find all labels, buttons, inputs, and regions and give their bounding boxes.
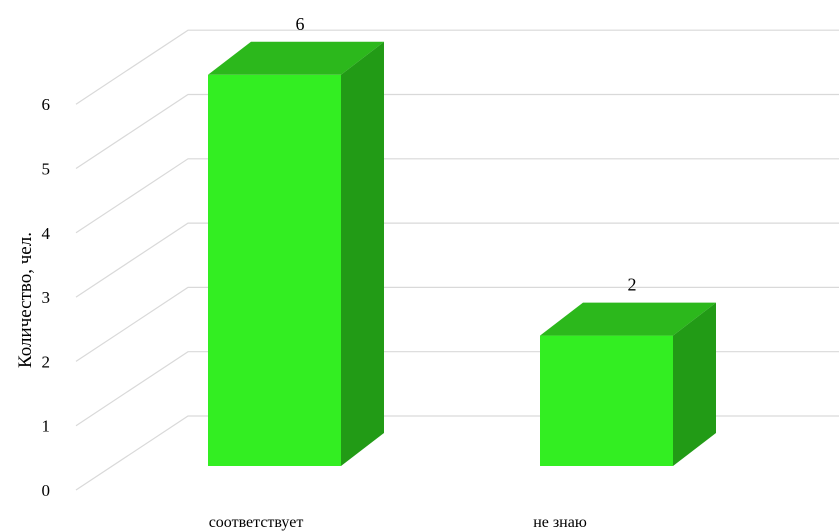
bars	[208, 41, 716, 467]
y-tick-label: 1	[42, 417, 51, 436]
gridline	[75, 286, 839, 362]
gridline	[75, 351, 839, 427]
bar-top	[208, 41, 384, 75]
x-category-label: не знаю	[533, 514, 587, 531]
gridline	[75, 415, 839, 491]
bar-2	[540, 302, 716, 466]
data-label: 2	[628, 275, 637, 295]
bar-front	[540, 335, 673, 466]
gridline	[75, 222, 839, 298]
gridline	[75, 93, 839, 170]
y-axis-title: Количество, чел.	[15, 232, 36, 368]
y-tick-label: 3	[42, 288, 51, 307]
labels: 0 1 2 3 4 5 6 6 соответствует 2 не знаю	[42, 14, 637, 531]
bar-front	[208, 74, 341, 467]
bar-1	[208, 41, 384, 467]
y-tick-label: 2	[42, 352, 51, 371]
y-tick-label: 0	[42, 481, 51, 500]
bar-side	[341, 41, 384, 467]
bar-side	[673, 302, 716, 466]
x-category-label: соответствует	[209, 514, 304, 531]
data-label: 6	[296, 14, 305, 34]
gridline	[75, 158, 839, 234]
gridlines	[75, 29, 839, 491]
gridline	[75, 29, 839, 105]
y-tick-label: 5	[42, 160, 51, 179]
y-tick-label: 4	[42, 224, 51, 243]
bar-top	[540, 302, 716, 336]
y-tick-label: 6	[42, 95, 51, 114]
